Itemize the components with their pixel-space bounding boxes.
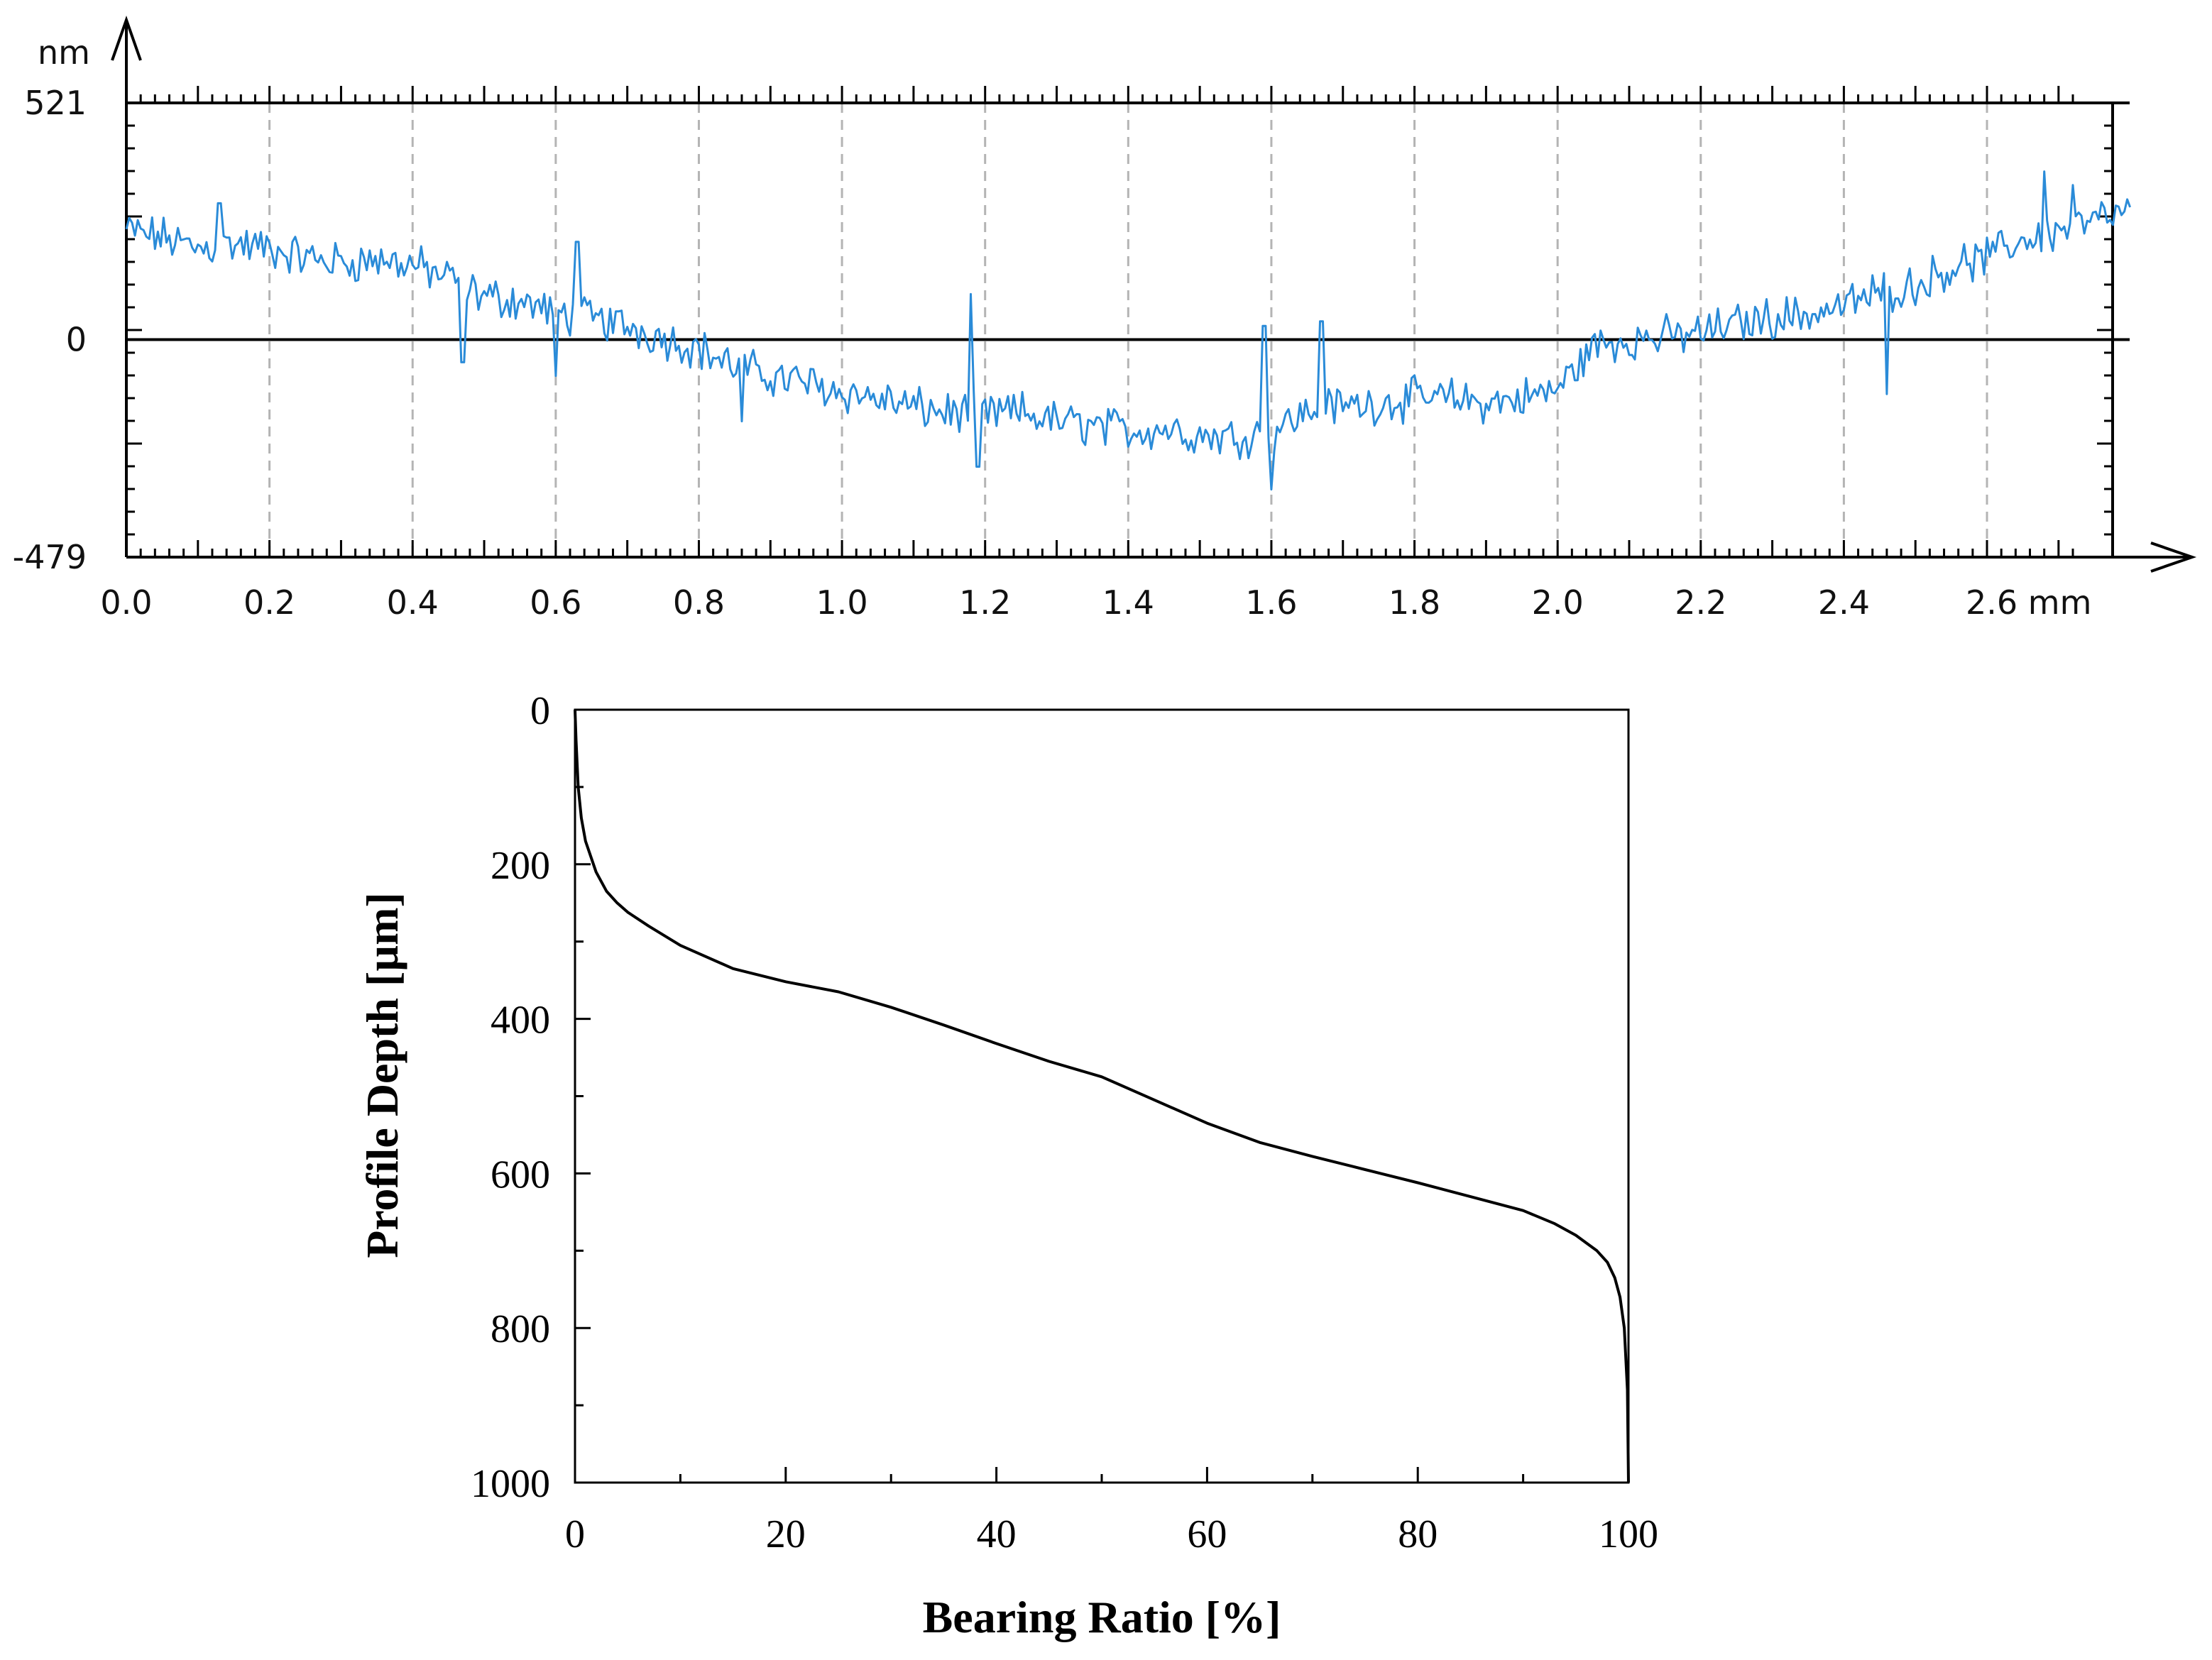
profile-x-tick-label: 0.4 bbox=[387, 583, 439, 622]
bearing-ratio-chart: 0 20 40 60 80 100 0 200 400 600 800 1000 Bearing R… bbox=[357, 689, 1658, 1642]
bearing-x-tick-label: 0 bbox=[565, 1512, 585, 1556]
profile-line bbox=[125, 170, 2132, 491]
bearing-y-tick-label: 1000 bbox=[471, 1462, 550, 1506]
bearing-series bbox=[574, 709, 1630, 1483]
profile-y-tick-labels: 521 0 -479 bbox=[13, 84, 87, 576]
bearing-x-tick-label: 60 bbox=[1187, 1512, 1227, 1556]
bearing-y-tick-labels: 0 200 400 600 800 1000 bbox=[471, 689, 550, 1506]
bearing-y-tick-label: 0 bbox=[530, 689, 550, 733]
profile-y-tick-label: -479 bbox=[13, 538, 87, 576]
profile-x-tick-label: 2.6 mm bbox=[1966, 583, 2091, 622]
bearing-x-tick-label: 20 bbox=[766, 1512, 806, 1556]
profile-x-tick-label: 2.4 bbox=[1818, 583, 1870, 622]
profile-x-tick-label: 1.6 bbox=[1245, 583, 1297, 622]
bearing-x-tick-label: 80 bbox=[1398, 1512, 1438, 1556]
profile-x-tick-label: 0.2 bbox=[243, 583, 295, 622]
profile-series bbox=[125, 170, 2132, 491]
bearing-plot-frame bbox=[574, 708, 1630, 1484]
bearing-ticks bbox=[574, 708, 1630, 1484]
profile-y-tick-label: 0 bbox=[66, 320, 87, 358]
profile-x-tick-label: 0.6 bbox=[530, 583, 581, 622]
profile-y-tick-label: 521 bbox=[24, 84, 87, 122]
profile-x-axis-arrow bbox=[2150, 542, 2197, 573]
bearing-y-tick-label: 600 bbox=[491, 1153, 550, 1197]
bearing-y-axis-title: Profile Depth [µm] bbox=[357, 892, 407, 1258]
profile-chart: 0.0 0.2 0.4 0.6 0.8 1.0 1.2 1.4 1.6 1.8 2.0 2.2 2.4 2… bbox=[13, 15, 2197, 622]
profile-y-unit-label: nm bbox=[38, 33, 90, 72]
profile-x-tick-label: 1.4 bbox=[1102, 583, 1154, 622]
bearing-x-axis-title: Bearing Ratio [%] bbox=[923, 1592, 1281, 1642]
profile-y-axis-arrow bbox=[111, 15, 142, 61]
profile-x-tick-label: 1.0 bbox=[816, 583, 868, 622]
profile-minor-ticks bbox=[125, 86, 2113, 559]
bearing-x-tick-label: 100 bbox=[1599, 1512, 1658, 1556]
bearing-x-tick-label: 40 bbox=[977, 1512, 1017, 1556]
profile-x-tick-label: 1.2 bbox=[959, 583, 1011, 622]
profile-x-tick-label: 2.2 bbox=[1675, 583, 1726, 622]
bearing-x-tick-labels: 0 20 40 60 80 100 bbox=[565, 1512, 1658, 1556]
profile-grid bbox=[126, 101, 2113, 557]
profile-x-tick-label: 1.8 bbox=[1389, 583, 1440, 622]
bearing-y-tick-label: 400 bbox=[491, 999, 550, 1043]
bearing-line bbox=[574, 709, 1630, 1483]
bearing-y-tick-label: 200 bbox=[491, 844, 550, 888]
profile-x-tick-label: 2.0 bbox=[1532, 583, 1584, 622]
profile-x-tick-labels: 0.0 0.2 0.4 0.6 0.8 1.0 1.2 1.4 1.6 1.8 2.0 2.2 2.4 2… bbox=[100, 583, 2091, 622]
profile-x-tick-label: 0.0 bbox=[100, 583, 152, 622]
bearing-y-tick-label: 800 bbox=[491, 1307, 550, 1351]
profile-x-tick-label: 0.8 bbox=[673, 583, 725, 622]
